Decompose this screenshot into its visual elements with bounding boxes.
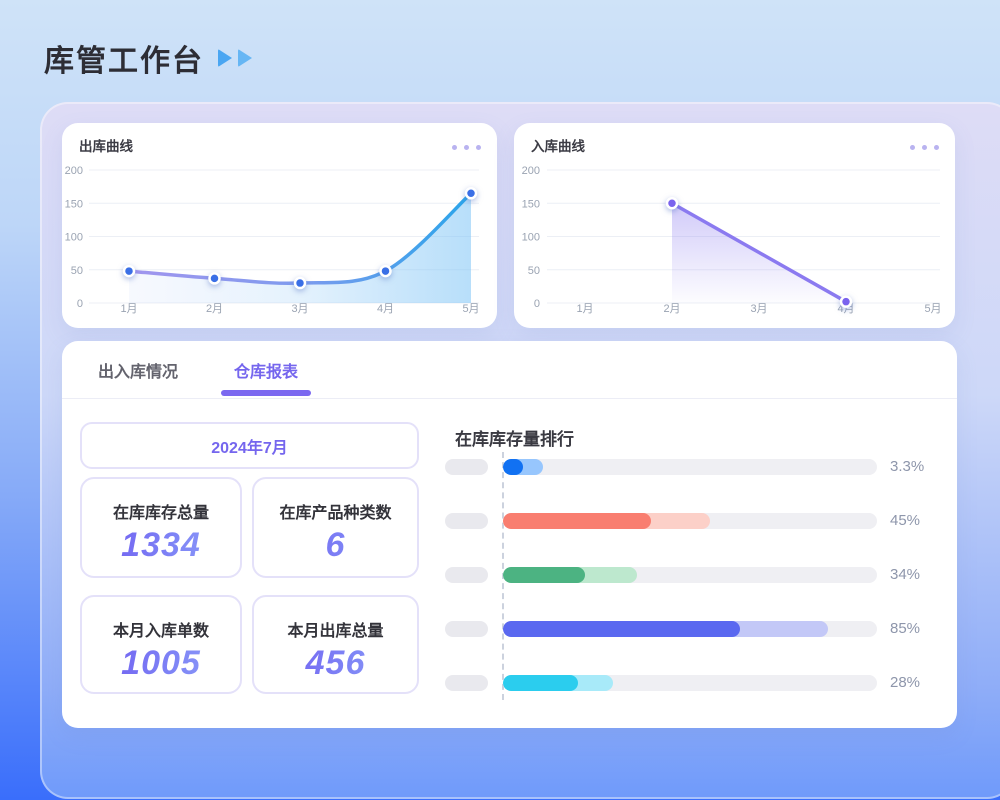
rank-label-pill [445, 513, 488, 529]
rank-label-pill [445, 459, 488, 475]
stat-label: 在库产品种类数 [279, 505, 392, 522]
rank-bar-solid-segment [503, 513, 652, 529]
rank-bar-track [503, 621, 877, 637]
outbound-chart-title: 出库曲线 [79, 139, 133, 154]
rank-bar-track [503, 567, 877, 583]
rank-bar-solid-segment [503, 459, 523, 475]
rank-percent-label: 34% [890, 566, 921, 583]
stat-label: 本月出库总量 [287, 623, 384, 640]
stat-card-outbound-total: 本月出库总量 456 [252, 595, 419, 694]
report-panel: 出入库情况 仓库报表 2024年7月 在库库存总量 1334 在库产品种类数 6… [62, 341, 957, 728]
svg-text:150: 150 [522, 198, 540, 210]
stat-card-product-types: 在库产品种类数 6 [252, 477, 419, 578]
rank-label-pill [445, 621, 488, 637]
month-label: 2024年7月 [211, 439, 288, 457]
svg-text:100: 100 [65, 232, 83, 244]
svg-text:2月: 2月 [663, 303, 680, 315]
svg-text:1月: 1月 [120, 303, 137, 315]
stat-value: 1334 [82, 526, 240, 565]
rank-bar-track [503, 459, 877, 475]
tab-in-out-status[interactable]: 出入库情况 [92, 341, 184, 399]
rank-percent-label: 3.3% [890, 458, 925, 475]
rank-percent-label: 45% [890, 512, 921, 529]
svg-text:50: 50 [71, 265, 83, 277]
stat-value: 1005 [82, 644, 240, 683]
rank-percent-label: 85% [890, 620, 921, 637]
rank-row: 85% [445, 621, 945, 637]
rank-bar-track [503, 513, 877, 529]
svg-text:50: 50 [528, 265, 540, 277]
svg-text:2月: 2月 [206, 303, 223, 315]
rank-bar-solid-segment [503, 675, 579, 691]
active-tab-indicator [221, 389, 312, 396]
tab-bar: 出入库情况 仓库报表 [62, 341, 957, 399]
svg-text:100: 100 [522, 232, 540, 244]
inbound-curve-card: 入库曲线 0 50 100 150 200 1月 2月 3月 4月 5月 [514, 123, 955, 328]
ranking-bar-chart: 3.3% 45% 34% 85% 28% [445, 446, 945, 716]
tab-label: 仓库报表 [234, 363, 299, 381]
svg-text:0: 0 [77, 298, 83, 310]
stat-value: 6 [254, 526, 417, 565]
svg-text:3月: 3月 [750, 303, 767, 315]
rank-bar-track [503, 675, 877, 691]
svg-text:5月: 5月 [924, 303, 941, 315]
svg-text:0: 0 [534, 298, 540, 310]
ellipsis-menu-icon[interactable] [903, 137, 939, 155]
stat-card-total-stock: 在库库存总量 1334 [80, 477, 242, 578]
rank-percent-label: 28% [890, 674, 921, 691]
rank-bar-solid-segment [503, 567, 585, 583]
svg-text:1月: 1月 [576, 303, 593, 315]
stat-value: 456 [254, 644, 417, 683]
inbound-chart-title: 入库曲线 [531, 139, 585, 154]
outbound-curve-card: 出库曲线 0 50 100 150 200 1月 2月 3月 4月 5月 [62, 123, 497, 328]
svg-text:150: 150 [65, 198, 83, 210]
ranking-title: 在库库存量排行 [455, 430, 574, 449]
ellipsis-menu-icon[interactable] [445, 137, 481, 155]
rank-row: 45% [445, 513, 945, 529]
tab-warehouse-report[interactable]: 仓库报表 [221, 341, 312, 399]
rank-row: 3.3% [445, 459, 945, 475]
play-arrow-icon [238, 49, 252, 67]
svg-text:4月: 4月 [377, 303, 394, 315]
tab-label: 出入库情况 [98, 363, 179, 381]
play-arrow-icon [218, 49, 232, 67]
rank-label-pill [445, 675, 488, 691]
stat-label: 本月入库单数 [112, 623, 209, 640]
stat-label: 在库库存总量 [112, 505, 209, 522]
rank-bar-solid-segment [503, 621, 741, 637]
page-title: 库管工作台 [44, 45, 204, 78]
rank-row: 34% [445, 567, 945, 583]
rank-label-pill [445, 567, 488, 583]
svg-text:200: 200 [522, 165, 540, 177]
stat-card-inbound-orders: 本月入库单数 1005 [80, 595, 242, 694]
svg-text:200: 200 [65, 165, 83, 177]
page-header: 库管工作台 [44, 36, 252, 80]
outbound-line-chart: 0 50 100 150 200 1月 2月 3月 4月 5月 [65, 165, 480, 315]
month-selector[interactable]: 2024年7月 [80, 422, 419, 469]
svg-text:3月: 3月 [291, 303, 308, 315]
rank-row: 28% [445, 675, 945, 691]
svg-text:5月: 5月 [462, 303, 479, 315]
